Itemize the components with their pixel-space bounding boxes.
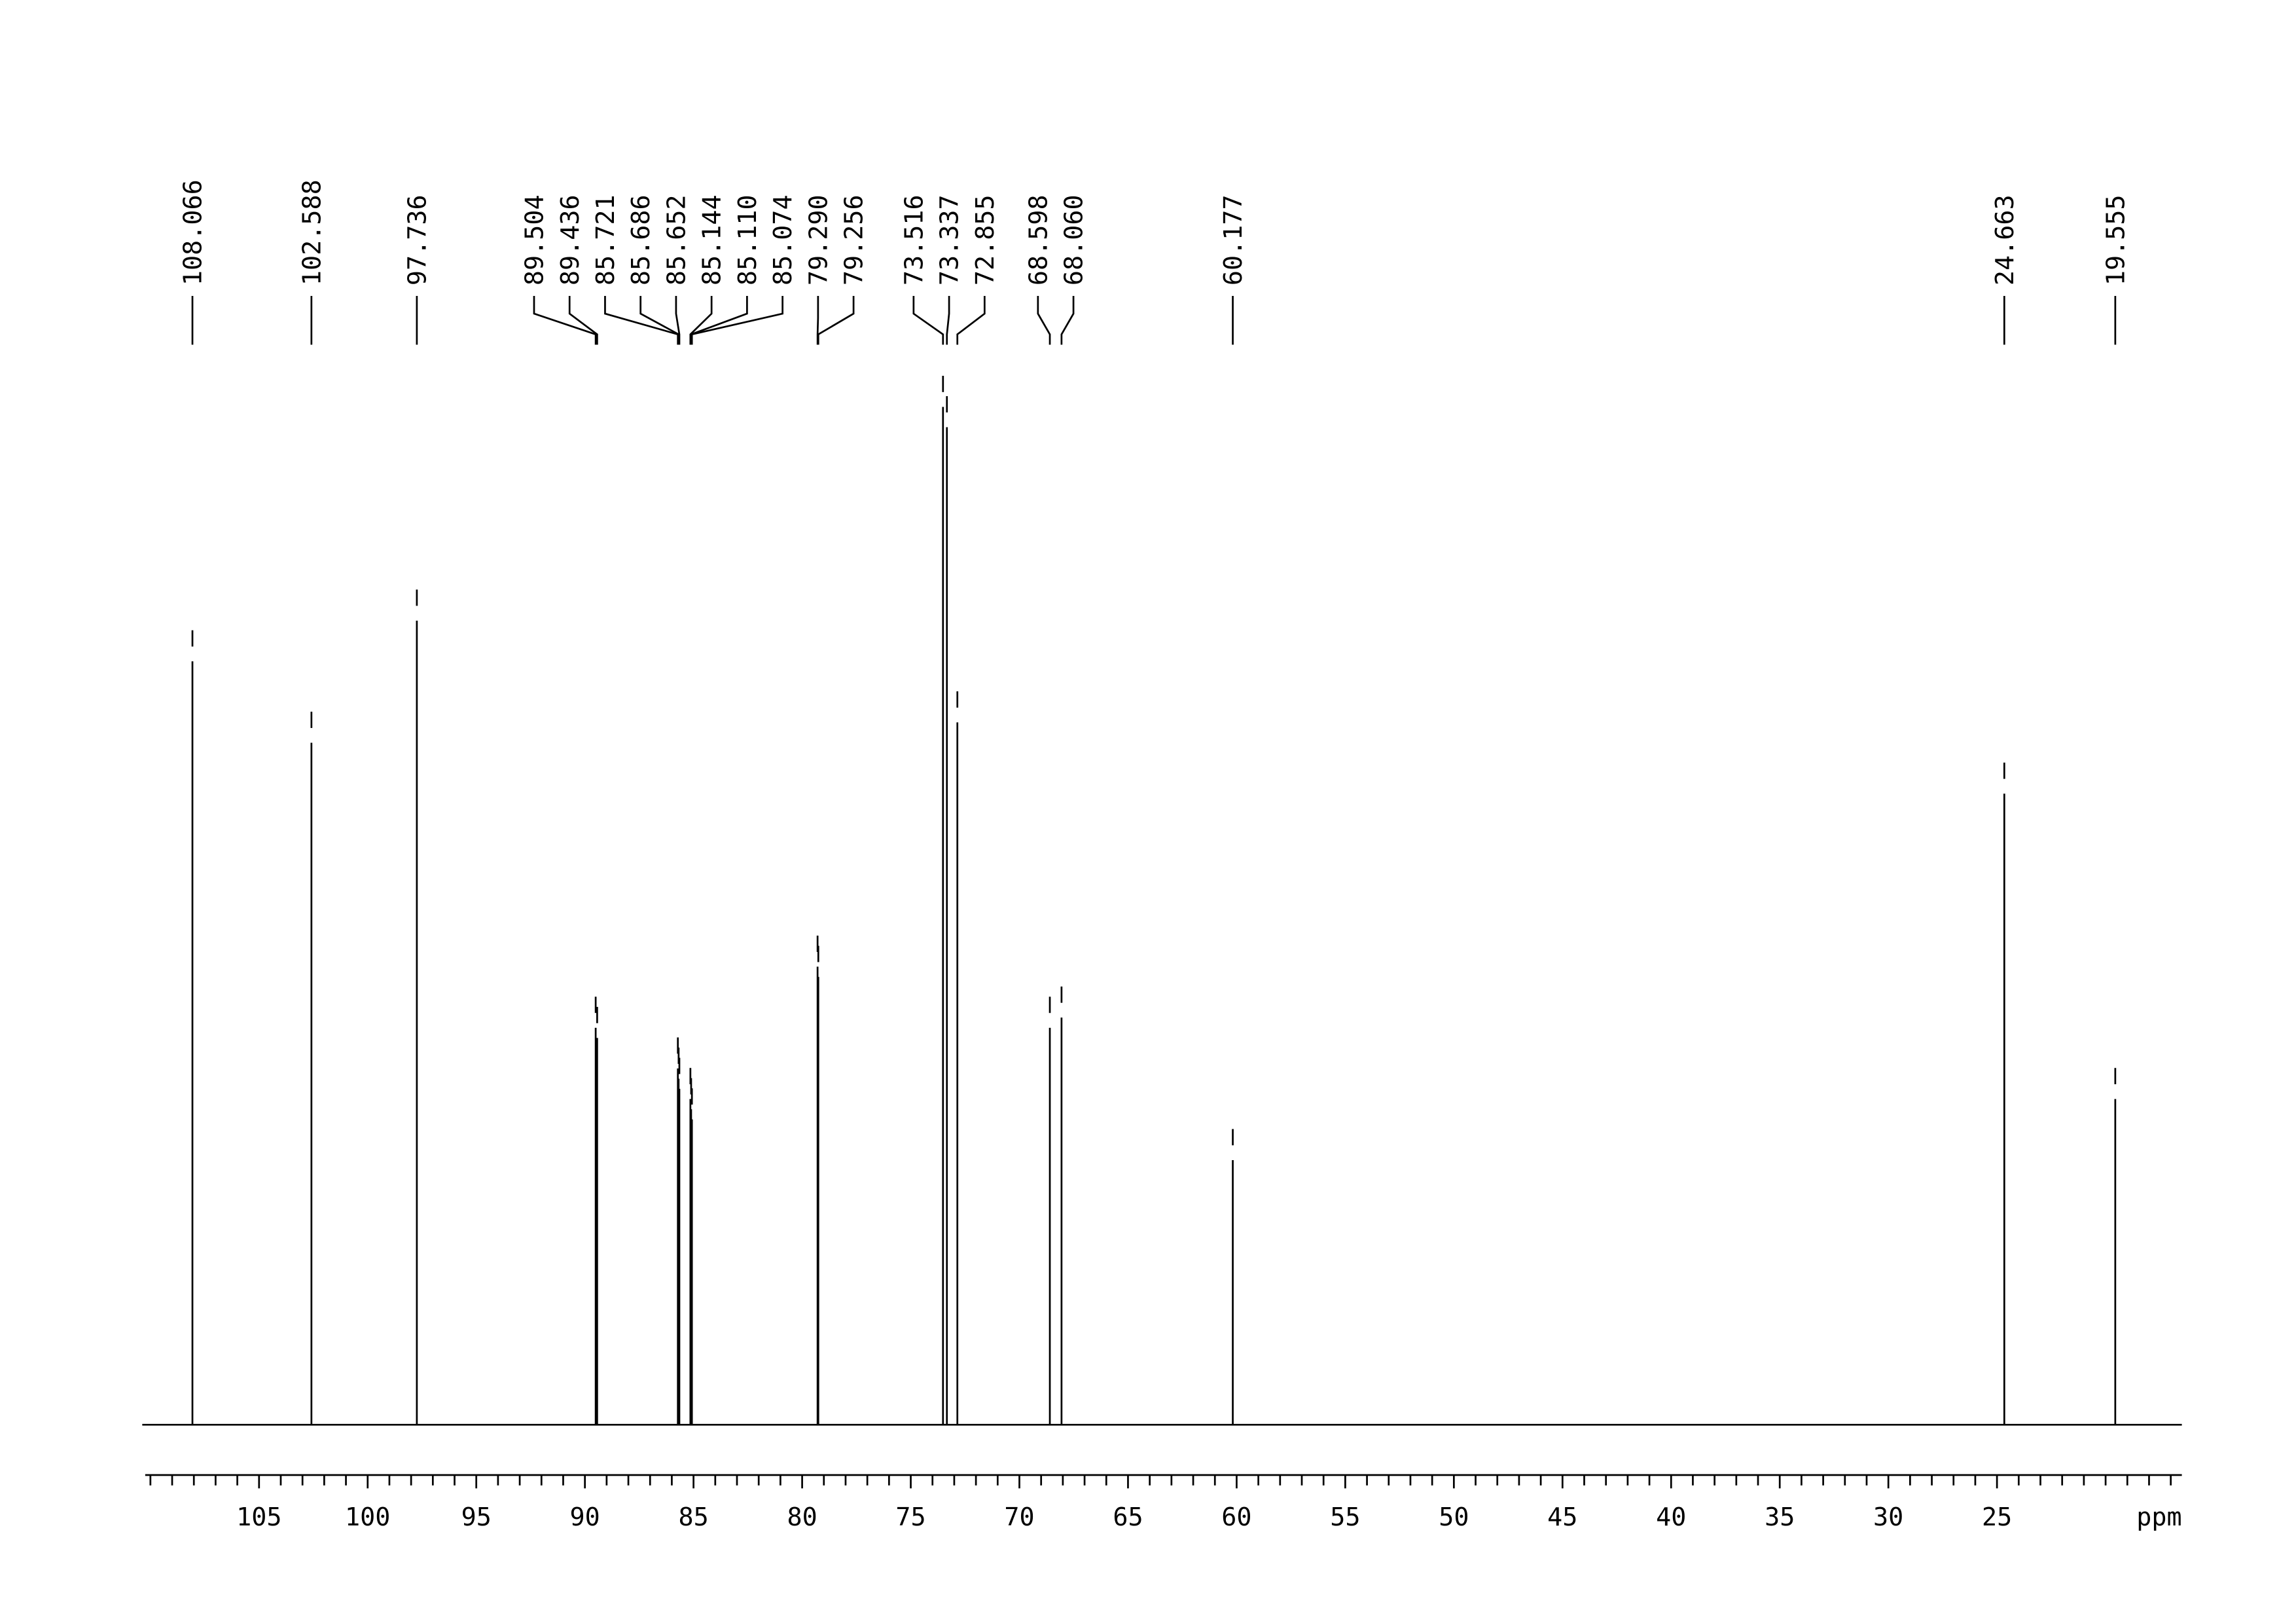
- peak-label: 97.736: [403, 194, 432, 285]
- x-tick-label: 35: [1765, 1503, 1795, 1532]
- leader-line: [604, 295, 679, 345]
- x-tick-label: 55: [1330, 1503, 1360, 1532]
- peak-label: 85.686: [626, 194, 656, 285]
- x-tick-label: 45: [1547, 1503, 1577, 1532]
- x-tick-label: 60: [1221, 1503, 1251, 1532]
- leader-line: [675, 295, 681, 345]
- leader-line: [946, 295, 950, 345]
- x-tick-label: 40: [1656, 1503, 1686, 1532]
- peak-label: 60.177: [1219, 194, 1248, 285]
- leader-line: [912, 295, 944, 345]
- peak-label: 102.588: [297, 179, 327, 285]
- x-tick-label: 100: [345, 1503, 390, 1532]
- leader-line: [1060, 295, 1075, 345]
- x-tick-label: 80: [787, 1503, 817, 1532]
- x-axis-label: ppm: [2136, 1503, 2181, 1532]
- peak-label: 73.337: [935, 194, 965, 285]
- x-tick-label: 25: [1982, 1503, 2012, 1532]
- leader-line: [568, 295, 598, 345]
- peak-label: 68.598: [1024, 194, 1053, 285]
- peak-label: 19.555: [2101, 194, 2130, 285]
- x-tick-label: 95: [461, 1503, 492, 1532]
- x-tick-label: 90: [570, 1503, 600, 1532]
- peak-label: 85.652: [662, 194, 691, 285]
- x-tick-label: 30: [1873, 1503, 1903, 1532]
- leader-line: [690, 295, 748, 345]
- peak-label: 89.436: [556, 194, 585, 285]
- x-tick-label: 70: [1004, 1503, 1034, 1532]
- peak-label: 85.144: [698, 194, 727, 285]
- leader-line: [691, 295, 783, 345]
- leader-line: [956, 295, 986, 345]
- leader-line: [689, 295, 713, 345]
- peak-label: 85.074: [768, 194, 798, 285]
- leader-line: [817, 295, 855, 345]
- peak-label: 108.066: [179, 179, 208, 285]
- x-tick-label: 50: [1439, 1503, 1469, 1532]
- leader-line: [1037, 295, 1051, 345]
- peak-label: 89.504: [520, 194, 550, 285]
- peak-label: 79.256: [840, 194, 869, 285]
- peak-label: 79.290: [804, 194, 833, 285]
- x-tick-label: 65: [1113, 1503, 1143, 1532]
- peak-label: 72.855: [971, 194, 1000, 285]
- peak-label: 85.110: [733, 194, 762, 285]
- peak-label: 24.663: [1990, 194, 2020, 285]
- peak-label: 68.060: [1060, 194, 1089, 285]
- peak-label: 73.516: [899, 194, 929, 285]
- leader-line: [533, 295, 597, 345]
- peak-label: 85.721: [591, 194, 620, 285]
- x-tick-label: 75: [895, 1503, 925, 1532]
- x-tick-label: 85: [678, 1503, 708, 1532]
- x-tick-label: 105: [236, 1503, 281, 1532]
- leader-line: [639, 295, 680, 345]
